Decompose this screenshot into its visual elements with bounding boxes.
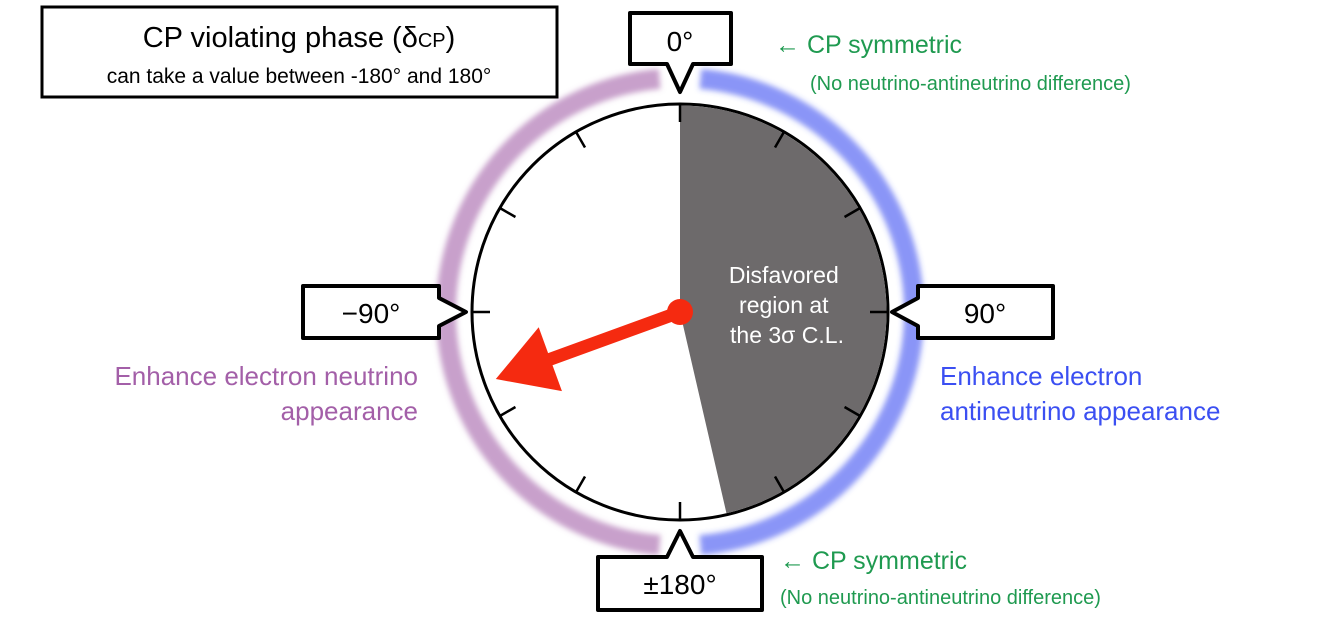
antineutrino-enhance-label-line2: antineutrino appearance [940,396,1220,426]
dial-tick [574,475,587,493]
top-no-difference-label: (No neutrino-antineutrino difference) [810,73,1131,95]
callout-one-eighty: ±180° [596,529,764,612]
label-ninety-deg: 90° [964,298,1006,329]
label-one-eighty-deg: ±180° [643,569,716,600]
arrow-shaft [543,305,687,366]
arrow-hub [667,299,693,325]
dial-tick [843,405,861,418]
bottom-cp-symmetric-label: ← CP symmetric [780,547,967,575]
subtitle-text: can take a value between -180° and 180° [107,65,492,88]
neutrino-enhance-label-line1: Enhance electron neutrino [114,361,418,391]
arrow-head [495,327,562,392]
label-zero-deg: 0° [667,26,694,57]
callout-ninety: 90° [890,284,1055,340]
dial-tick [843,206,861,219]
dial-tick [773,131,786,149]
dial-tick [773,475,786,493]
dial-ticks [472,104,888,520]
neutrino-enhance-label-line2: appearance [281,396,418,426]
phase-arrow [495,299,693,392]
callout-minus-ninety: −90° [301,284,468,340]
antineutrino-enhance-label-line1: Enhance electron [940,361,1142,391]
callout-zero: 0° [628,11,733,94]
title-box: CP violating phase (δCP) can take a valu… [40,5,559,99]
title-text: CP violating phase (δCP) [143,22,456,54]
disfavored-label: Disfavored region at the 3σ C.L. [729,262,845,348]
top-cp-symmetric-label: ← CP symmetric [775,31,962,59]
dial-tick [499,206,517,219]
dial-tick [574,131,587,149]
label-minus-ninety-deg: −90° [342,298,401,329]
dial-tick [499,405,517,418]
bottom-no-difference-label: (No neutrino-antineutrino difference) [780,587,1101,609]
disfavored-region [680,105,887,514]
